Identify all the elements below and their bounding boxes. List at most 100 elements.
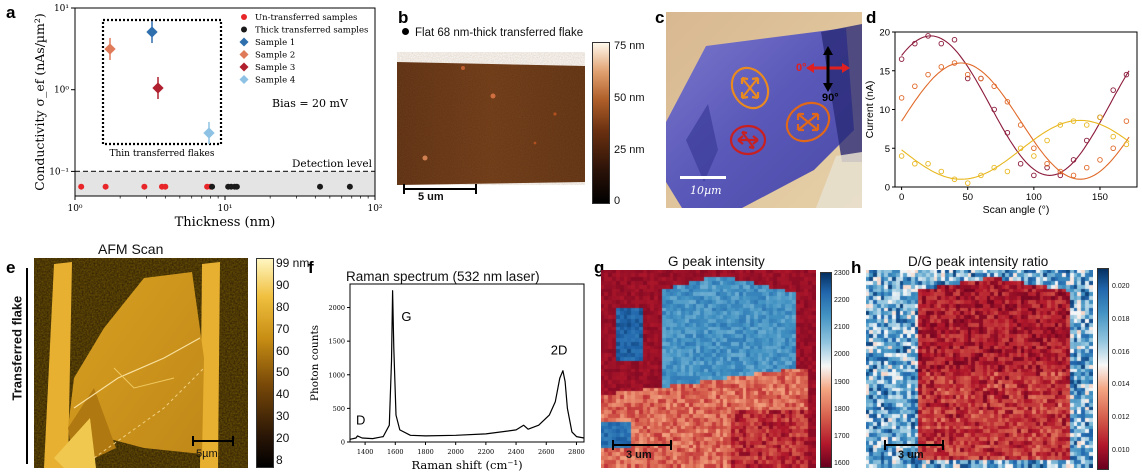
y-tick-label: 10⁰: [54, 86, 69, 96]
panel-label-b: b: [398, 8, 409, 27]
x-tick-label: 150: [1092, 192, 1108, 203]
legend-label: Sample 4: [255, 76, 295, 86]
panel-e-cbar-tick: 8: [276, 453, 283, 467]
peak-label-d: D: [356, 413, 365, 428]
bias-text: Bias = 20 mV: [272, 97, 349, 110]
data-point: [964, 180, 971, 186]
legend-label: Un-transferred samples: [255, 13, 357, 23]
x-axis-label: Thickness (nm): [175, 215, 276, 230]
spectrum-line: [349, 290, 585, 440]
panel-e-colorbar: [256, 258, 274, 468]
data-point: [898, 56, 905, 62]
data-point: [925, 71, 931, 78]
data-point: [925, 33, 931, 39]
panel-g-cbar-tick: 2000: [834, 351, 850, 359]
data-point: [991, 83, 997, 90]
x-axis-label: Raman shift (cm⁻¹): [411, 458, 522, 472]
data-point: [1017, 145, 1024, 151]
data-point: [1044, 164, 1050, 171]
legend-marker: [239, 37, 249, 47]
data-point: [938, 40, 945, 47]
x-tick-label: 2200: [478, 448, 495, 456]
y-tick-label: 10¹: [54, 4, 69, 14]
x-tick-label: 1800: [417, 448, 434, 456]
legend-label: Sample 1: [255, 38, 295, 48]
panel-e-scalebar-label: 5µm: [196, 448, 218, 460]
data-point: [141, 183, 148, 190]
panel-e-side-label: Transferred flake: [9, 295, 25, 401]
panel-g-colorbar: [820, 272, 832, 468]
panel-e-cbar-tick: 40: [276, 387, 290, 402]
data-point: [964, 71, 971, 78]
data-point: [162, 183, 169, 190]
panel-c-angle90: 90°: [822, 92, 839, 104]
panel-h-map: [866, 270, 1093, 468]
panel-e-cbar-tick: 70: [276, 321, 290, 336]
x-tick-label: 2400: [508, 448, 525, 456]
data-point: [152, 82, 164, 94]
x-tick-label: 1400: [357, 448, 374, 456]
y-tick-label: 0: [885, 183, 890, 194]
panel-e-title: AFM Scan: [98, 241, 164, 257]
panel-b-cbar-tick: 75 nm: [614, 40, 645, 52]
panel-b-cbar-tick: 50 nm: [614, 92, 645, 104]
x-tick-label: 2000: [447, 448, 464, 456]
panel-c-scalebar-label: 10µm: [690, 184, 722, 197]
y-tick-label: 500: [333, 405, 345, 413]
data-point: [1057, 122, 1064, 128]
data-point: [1031, 153, 1037, 159]
panel-h-cbar-tick: 0.014: [1112, 381, 1130, 389]
data-point: [951, 60, 958, 66]
fit-curve: [901, 119, 1130, 180]
y-tick-label: 1500: [328, 338, 345, 346]
data-point: [1031, 145, 1037, 151]
panel-e-afm-image: [34, 258, 248, 468]
data-point: [1123, 141, 1130, 148]
panel-label-c: c: [655, 8, 665, 27]
panel-label-a: a: [6, 3, 16, 22]
data-point: [1031, 172, 1037, 179]
legend-label: Thick transferred samples: [255, 26, 368, 36]
data-point: [1017, 122, 1024, 128]
fit-curve: [901, 35, 1130, 176]
panel-e-cbar-tick: 30: [276, 409, 290, 424]
data-point: [1083, 137, 1090, 144]
panel-g-cbar-tick: 2100: [834, 324, 850, 332]
data-point: [346, 183, 353, 190]
data-point: [912, 40, 918, 47]
panel-g-title: G peak intensity: [668, 254, 765, 269]
y-tick-label: 5: [885, 144, 890, 155]
y-tick-label: 10: [879, 105, 890, 116]
panel-h-cbar-tick: 0.018: [1112, 315, 1130, 323]
panel-e-cbar-tick: 50: [276, 365, 290, 380]
peak-label-g: G: [401, 309, 411, 324]
legend-label: Sample 3: [255, 63, 295, 73]
legend-marker: [239, 74, 249, 85]
legend-label: Sample 2: [255, 51, 295, 61]
data-point: [1044, 137, 1050, 144]
data-point: [104, 43, 116, 55]
data-point: [233, 183, 240, 190]
detection-region: [75, 171, 375, 196]
data-point: [938, 64, 945, 70]
legend-dot: [402, 28, 409, 35]
data-point: [1004, 98, 1011, 105]
panel-label-f: f: [308, 258, 314, 277]
inset-caption: Thin transferred flakes: [109, 149, 214, 159]
panel-f-chart: 1400 1600 1800 2000 2200 2400 2600 2800 0 500 1000…: [309, 283, 585, 472]
panel-g-scalebar-label: 3 um: [626, 449, 652, 461]
panel-g-cbar-tick: 2300: [834, 270, 850, 277]
detection-text: Detection level: [292, 158, 373, 170]
data-point: [991, 106, 997, 113]
data-point: [912, 83, 918, 90]
data-point: [209, 183, 216, 190]
panel-h-cbar-tick: 0.012: [1112, 414, 1130, 422]
data-point: [1083, 122, 1090, 128]
x-tick-label: 10⁰: [67, 204, 82, 214]
x-tick-label: 10²: [367, 204, 382, 214]
panel-f-title: Raman spectrum (532 nm laser): [346, 269, 540, 284]
panel-b-cbar-tick: 0: [614, 195, 621, 207]
y-tick-label: 1000: [328, 371, 345, 379]
panel-e-cbar-tick: 80: [276, 299, 290, 314]
y-tick-label: 0: [341, 439, 345, 447]
